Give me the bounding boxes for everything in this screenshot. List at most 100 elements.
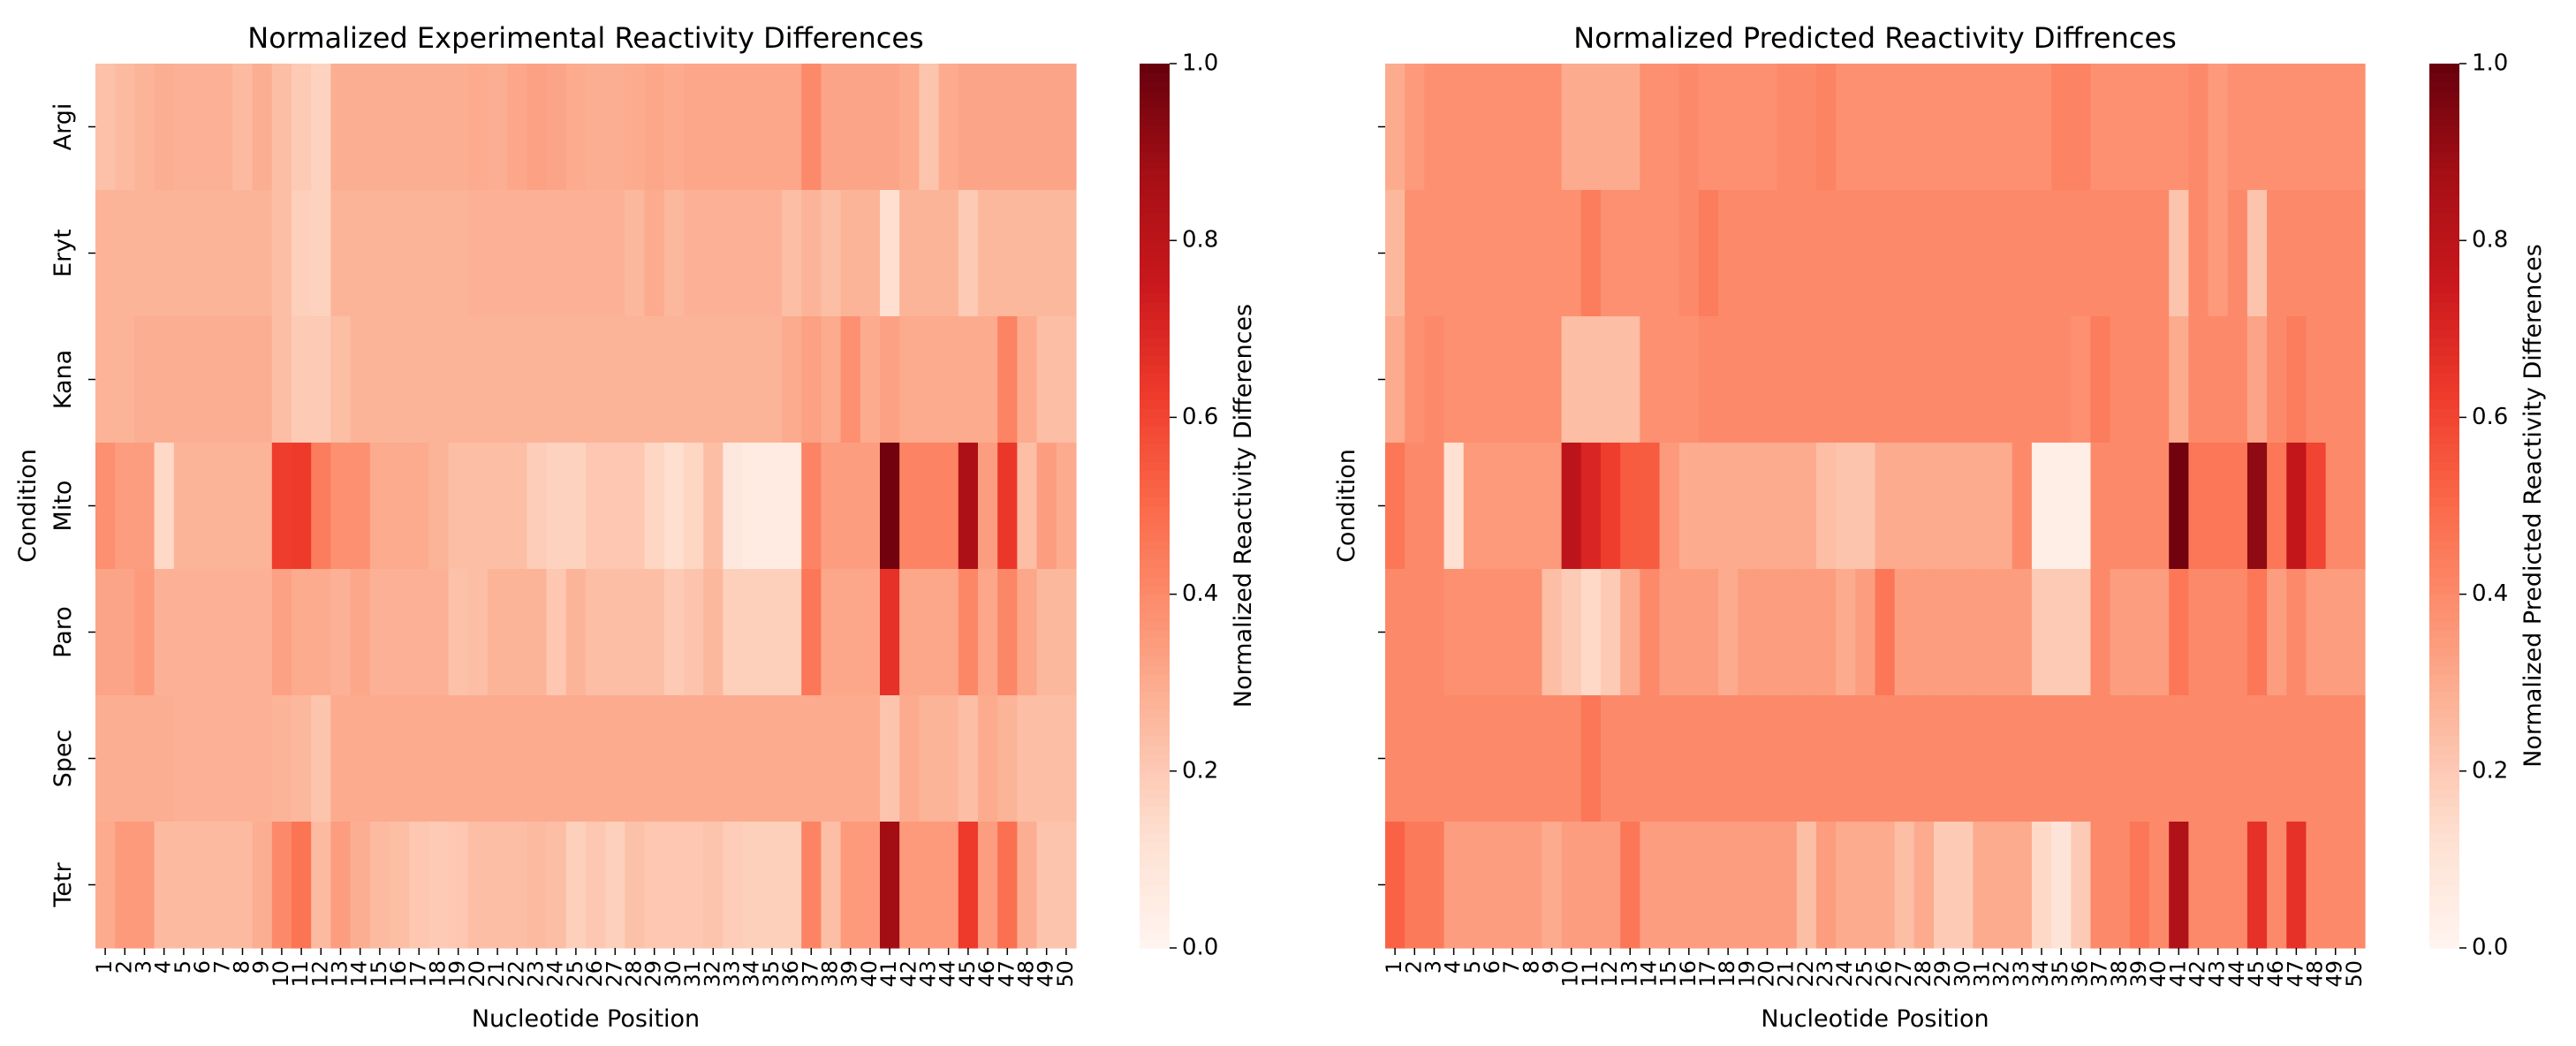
heatmap-cell	[1017, 569, 1038, 696]
heatmap-cell	[1620, 64, 1640, 191]
heatmap-cell	[1036, 569, 1057, 696]
heatmap-cell	[801, 64, 822, 191]
heatmap-cell	[2227, 822, 2248, 949]
heatmap-cell	[448, 822, 469, 949]
x-tick-label: 1	[92, 960, 117, 974]
heatmap-cell	[801, 569, 822, 696]
heatmap-cell	[1718, 443, 1739, 570]
heatmap-cell	[1875, 569, 1896, 696]
heatmap-cell	[644, 64, 665, 191]
colorbar-tick-label: 0.8	[1182, 227, 1218, 254]
colorbar-segment	[1140, 603, 1170, 613]
colorbar-segment	[2429, 514, 2459, 525]
y-axis-label: Condition	[14, 449, 42, 563]
heatmap-cell	[213, 569, 233, 696]
heatmap-cell	[880, 316, 900, 443]
heatmap-cell	[978, 443, 998, 570]
x-tick-label: 8	[230, 960, 254, 974]
heatmap-cell	[1913, 695, 1935, 822]
heatmap-cell	[703, 569, 724, 696]
heatmap-cell	[488, 64, 508, 191]
heatmap-cell	[565, 695, 587, 822]
heatmap-cell	[1992, 443, 2013, 570]
heatmap-cell	[95, 190, 116, 317]
heatmap-cell	[1036, 822, 1057, 949]
heatmap-cell	[978, 822, 998, 949]
heatmap-cell	[350, 569, 371, 696]
heatmap-cell	[938, 190, 959, 317]
heatmap-cell	[1600, 695, 1621, 822]
heatmap-cell	[703, 190, 724, 317]
heatmap-cell	[586, 569, 606, 696]
heatmap-cell	[271, 822, 292, 949]
heatmap-cell	[1757, 64, 1778, 191]
x-tick-label: 44	[2224, 960, 2249, 988]
heatmap-cell	[488, 822, 508, 949]
heatmap-cell	[1738, 443, 1759, 570]
x-tick-label: 3	[132, 960, 156, 974]
x-tick-label: 32	[700, 960, 724, 988]
x-tick-label: 8	[1519, 960, 1543, 974]
heatmap-cell	[2208, 569, 2229, 696]
heatmap-cell	[2286, 443, 2307, 570]
heatmap-cell	[1424, 569, 1445, 696]
heatmap-cell	[252, 695, 273, 822]
heatmap-cell	[1056, 190, 1077, 317]
heatmap-cell	[1056, 316, 1077, 443]
heatmap-cell	[938, 64, 959, 191]
heatmap-cell	[2090, 443, 2111, 570]
heatmap-cell	[1973, 569, 1994, 696]
heatmap-cell	[507, 822, 527, 949]
heatmap-cell	[1056, 695, 1077, 822]
heatmap-cell	[1036, 316, 1057, 443]
colorbar-label: Normalized Predicted Reactivity Differen…	[2519, 244, 2547, 768]
heatmap-cell	[958, 695, 979, 822]
colorbar-segment	[1140, 417, 1170, 428]
colorbar-segment	[2429, 806, 2459, 816]
heatmap-cell	[2267, 822, 2287, 949]
colorbar-segment	[1140, 231, 1170, 241]
heatmap-cell	[2129, 190, 2150, 317]
heatmap-cell	[2169, 64, 2189, 191]
colorbar-segment	[1140, 214, 1170, 224]
colorbar-segment	[2429, 276, 2459, 285]
heatmap-cell	[1953, 822, 1974, 949]
heatmap-cell	[821, 190, 842, 317]
heatmap-cell	[134, 822, 155, 949]
colorbar-segment	[2429, 594, 2459, 604]
heatmap-cell	[1580, 64, 1602, 191]
heatmap-cell	[546, 569, 567, 696]
heatmap-cell	[801, 316, 822, 443]
heatmap-cell	[919, 569, 940, 696]
heatmap-cell	[2149, 569, 2170, 696]
x-tick-label: 7	[1499, 960, 1524, 974]
heatmap-cell	[193, 190, 214, 317]
heatmap-cell	[1875, 443, 1896, 570]
colorbar-segment	[1140, 656, 1170, 666]
colorbar-tick-label: 0.0	[2472, 935, 2508, 961]
heatmap-cell	[2169, 695, 2189, 822]
heatmap-cell	[1640, 316, 1661, 443]
colorbar-segment	[2429, 417, 2459, 428]
heatmap-cell	[1894, 443, 1915, 570]
heatmap-cell	[782, 822, 802, 949]
colorbar-segment	[2429, 620, 2459, 631]
heatmap-cell	[703, 316, 724, 443]
heatmap-cell	[95, 822, 116, 949]
x-tick-label: 9	[249, 960, 274, 974]
x-tick-label: 42	[2185, 960, 2209, 988]
x-tick-label: 41	[2165, 960, 2190, 988]
heatmap-cell	[488, 569, 508, 696]
heatmap-cell	[350, 695, 371, 822]
colorbar-segment	[1140, 841, 1170, 852]
heatmap-cell	[1855, 443, 1876, 570]
heatmap-cell	[723, 695, 744, 822]
heatmap-cell	[1757, 695, 1778, 822]
colorbar-segment	[1140, 408, 1170, 418]
heatmap-cell	[173, 316, 194, 443]
heatmap-cell	[1503, 316, 1523, 443]
heatmap-cell	[860, 443, 881, 570]
heatmap-cell	[115, 695, 135, 822]
heatmap-cell	[1640, 822, 1661, 949]
heatmap-cell	[1855, 569, 1876, 696]
